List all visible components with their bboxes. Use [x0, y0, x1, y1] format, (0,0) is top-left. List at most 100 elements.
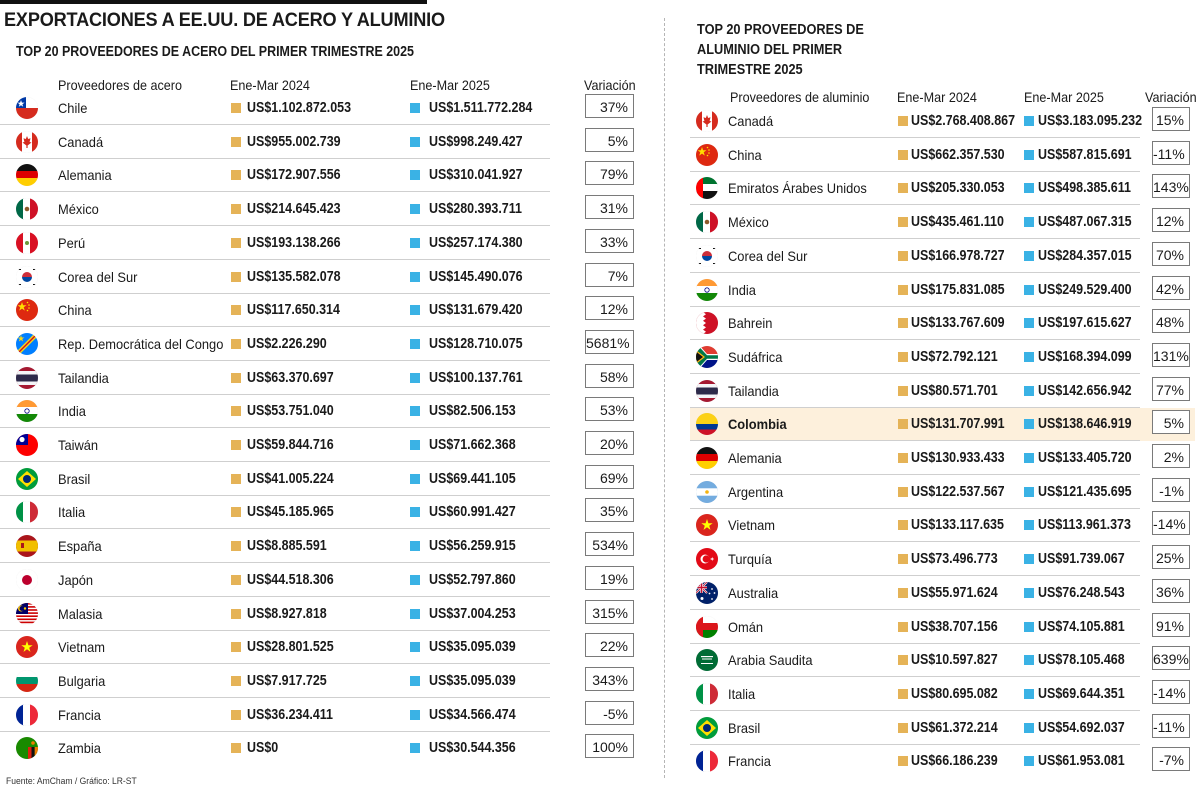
value-2025: US$168.394.099 [1038, 348, 1132, 365]
row-separator [690, 137, 1140, 138]
table-row: India US$53.751.040 US$82.506.153 53% [0, 395, 640, 429]
saudi-arabia-flag-icon [696, 649, 718, 672]
table-row: Zambia US$0 US$30.544.356 100% [0, 732, 640, 765]
value-2024: US$117.650.314 [247, 302, 340, 319]
value-2024: US$166.978.727 [911, 247, 1005, 264]
row-separator [690, 204, 1140, 206]
legend-square-2025 [1024, 554, 1034, 565]
colombia-flag-icon [696, 413, 718, 436]
legend-square-2025 [1024, 183, 1034, 194]
variation-box: 534% [585, 532, 634, 557]
table-row: Colombia US$131.707.991 US$138.646.919 5% [690, 408, 1195, 442]
legend-square-2025 [1024, 351, 1034, 362]
row-separator [690, 406, 1140, 408]
variation-box: 37% [585, 94, 634, 118]
variation-box: 79% [585, 161, 634, 186]
value-2024: US$135.582.078 [247, 268, 341, 285]
row-separator [690, 339, 1140, 341]
country-name: Alemania [58, 167, 112, 184]
table-row: Omán US$38.707.156 US$74.105.881 91% [690, 611, 1195, 644]
india-flag-icon [16, 400, 38, 423]
legend-square-2024 [898, 351, 908, 362]
value-2025: US$131.679.420 [429, 302, 523, 319]
row-separator [690, 271, 1140, 273]
value-2025: US$498.385.611 [1038, 180, 1131, 197]
variation-box: 19% [585, 565, 634, 590]
legend-square-2024 [231, 338, 241, 349]
value-2024: US$36.234.411 [247, 706, 333, 723]
row-separator [690, 743, 1140, 745]
france-flag-icon [16, 703, 38, 726]
value-2024: US$133.767.609 [911, 315, 1005, 332]
italy-flag-icon [16, 501, 38, 524]
variation-box: -14% [1152, 679, 1190, 704]
value-2025: US$30.544.356 [429, 740, 516, 757]
value-2025: US$138.646.919 [1038, 416, 1132, 433]
legend-square-2025 [410, 541, 420, 552]
legend-square-2025 [1024, 318, 1034, 329]
row-separator [0, 225, 550, 227]
legend-square-2025 [1024, 250, 1034, 261]
value-2025: US$197.615.627 [1038, 315, 1132, 332]
table-row: Vietnam US$133.117.635 US$113.961.373 -14% [690, 509, 1195, 543]
legend-square-2025 [1024, 756, 1034, 767]
legend-square-2024 [231, 675, 241, 686]
variation-box: -1% [1152, 477, 1190, 502]
legend-square-2024 [898, 722, 908, 733]
row-separator [690, 709, 1140, 711]
legend-square-2024 [898, 250, 908, 261]
page-title: EXPORTACIONES A EE.UU. DE ACERO Y ALUMIN… [4, 9, 445, 31]
country-name: Corea del Sur [58, 268, 138, 285]
legend-square-2024 [231, 608, 241, 619]
country-name: Turquía [728, 551, 772, 568]
table-row: Canadá US$955.002.739 US$998.249.427 5% [0, 126, 640, 159]
variation-box: 25% [1152, 545, 1190, 570]
country-name: Rep. Democrática del Congo [58, 335, 224, 352]
bahrain-flag-icon [696, 312, 718, 335]
value-2025: US$60.991.427 [429, 504, 516, 521]
value-2025: US$1.511.772.284 [429, 100, 533, 116]
legend-square-2025 [1024, 520, 1034, 531]
variation-box: 12% [1152, 208, 1190, 233]
row-separator [0, 494, 550, 496]
value-2024: US$10.597.827 [911, 652, 998, 669]
value-2024: US$435.461.110 [911, 214, 1004, 231]
value-2024: US$133.117.635 [911, 517, 1004, 534]
row-separator [690, 474, 1140, 475]
row-separator [690, 305, 1140, 307]
value-2024: US$955.002.739 [247, 133, 341, 150]
table-row: Corea del Sur US$135.582.078 US$145.490.07… [0, 261, 640, 294]
value-2025: US$37.004.253 [429, 605, 516, 622]
malaysia-flag-icon [16, 602, 38, 625]
table-row: Alemania US$130.933.433 US$133.405.720 2% [690, 442, 1195, 475]
row-separator [0, 427, 550, 429]
value-2025: US$69.644.351 [1038, 685, 1125, 702]
legend-square-2025 [410, 440, 420, 450]
legend-square-2024 [898, 149, 908, 160]
legend-square-2024 [898, 587, 908, 598]
aluminum-header-2025: Ene-Mar 2025 [1024, 89, 1104, 105]
value-2025: US$310.041.927 [429, 167, 523, 184]
legend-square-2024 [898, 385, 908, 396]
variation-box: -7% [1152, 747, 1190, 772]
value-2025: US$78.105.468 [1038, 652, 1125, 669]
value-2025: US$121.435.695 [1038, 483, 1132, 500]
legend-square-2025 [410, 473, 420, 484]
legend-square-2024 [231, 204, 241, 215]
row-separator [0, 292, 550, 294]
country-name: Japón [58, 571, 94, 588]
value-2025: US$35.095.039 [429, 672, 516, 689]
country-name: Zambia [58, 740, 101, 757]
row-separator [690, 170, 1140, 172]
row-separator [0, 326, 550, 328]
table-row: Francia US$36.234.411 US$34.566.474 -5% [0, 699, 640, 732]
table-row: Taiwán US$59.844.716 US$71.662.368 20% [0, 429, 640, 462]
table-row: Japón US$44.518.306 US$52.797.860 19% [0, 564, 640, 597]
steel-header-variation: Variación [584, 77, 636, 93]
value-2024: US$72.792.121 [911, 348, 998, 365]
south-africa-flag-icon [696, 345, 718, 368]
variation-box: 48% [1152, 309, 1190, 334]
india-flag-icon [696, 278, 718, 301]
thailand-flag-icon [16, 366, 38, 389]
row-separator [0, 359, 550, 361]
